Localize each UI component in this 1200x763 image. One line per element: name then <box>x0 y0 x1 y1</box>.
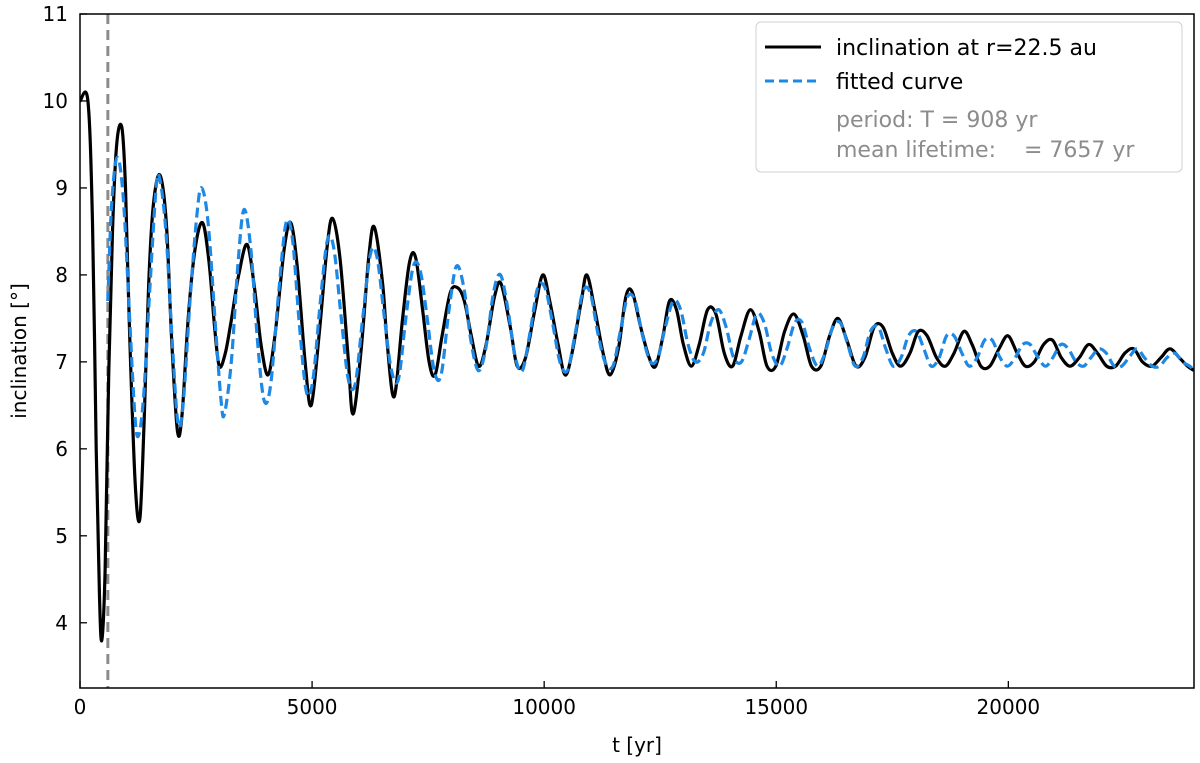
series-line-fitted-curve <box>106 155 1194 439</box>
y-tick-label: 11 <box>43 2 68 26</box>
x-tick-label: 0 <box>74 695 87 719</box>
y-axis: 4 5 6 7 8 9 10 11 <box>43 2 87 635</box>
y-axis-label: inclination [°] <box>7 283 31 419</box>
x-axis-label: t [yr] <box>612 733 662 757</box>
x-tick-label: 20000 <box>977 695 1041 719</box>
plot-area <box>79 13 1195 689</box>
x-tick-label: 15000 <box>744 695 808 719</box>
plot-frame <box>79 13 1195 689</box>
x-tick-label: 5000 <box>287 695 338 719</box>
y-tick-label: 4 <box>55 611 68 635</box>
y-tick-label: 6 <box>55 437 68 461</box>
y-tick-label: 9 <box>55 176 68 200</box>
legend-box <box>755 21 1183 173</box>
y-tick-label: 7 <box>55 350 68 374</box>
legend-note-period: period: T = 908 yr <box>836 108 1038 133</box>
legend: inclination at r=22.5 au fitted curve pe… <box>755 21 1183 173</box>
y-tick-label: 5 <box>55 524 68 548</box>
series-layer <box>80 90 1194 643</box>
y-tick-label: 10 <box>43 89 68 113</box>
x-axis: 0 5000 10000 15000 20000 <box>74 681 1041 719</box>
legend-label-fitted-curve: fitted curve <box>836 70 963 95</box>
x-tick-label: 10000 <box>512 695 576 719</box>
series-line-inclination <box>80 90 1194 643</box>
y-tick-label: 8 <box>55 263 68 287</box>
legend-note-lifetime: mean lifetime: = 7657 yr <box>836 138 1135 163</box>
legend-label-inclination: inclination at r=22.5 au <box>836 36 1097 61</box>
